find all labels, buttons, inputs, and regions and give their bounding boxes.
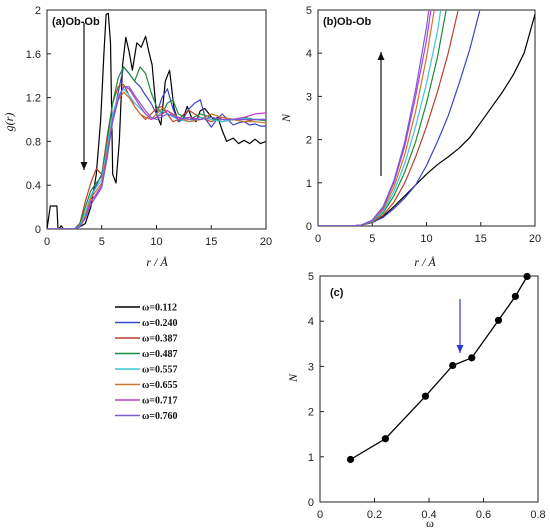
panel-a-arrow-head xyxy=(80,162,88,170)
panel-c-y-tick-label: 4 xyxy=(308,316,314,328)
legend-label: ω=0.240 xyxy=(142,318,178,329)
panel-b-x-axis-label: r / Å xyxy=(414,255,436,269)
panel-b-y-axis-label: N xyxy=(279,113,293,123)
legend-label: ω=0.655 xyxy=(142,380,178,391)
panel-b-x-tick-label: 0 xyxy=(315,233,321,245)
panel-a-series-line-omega-0.655 xyxy=(47,91,266,229)
legend-label: ω=0.717 xyxy=(142,396,178,407)
panel-c-data-point xyxy=(494,316,503,324)
legend: ω=0.112 ω=0.240 ω=0.387 ω=0.487 ω=0.557 ω=0.6… xyxy=(115,303,178,422)
panel-c-y-tick-label: 5 xyxy=(308,271,314,283)
panel-a-x-tick-label: 5 xyxy=(99,236,105,248)
panel-a-x-axis-label: r / Å xyxy=(146,255,168,269)
panel-c-data-point xyxy=(511,292,519,300)
panel-c-data-point xyxy=(381,435,389,443)
panel-c-y-tick-label: 0 xyxy=(308,497,314,509)
panel-c-data-point xyxy=(468,354,476,362)
panel-c-y-tick-label: 1 xyxy=(308,452,314,464)
panel-b-y-tick-label: 5 xyxy=(306,5,312,17)
panel-a-gr-plot: (a)Ob-Ob r / Å g(r) 0 5 10 15 20 0 0.4 0.8 1.2 1.… xyxy=(2,5,272,269)
panel-a-x-tick-label: 0 xyxy=(44,236,50,248)
panel-b-x-tick-label: 10 xyxy=(420,233,432,245)
panel-b-series-line-omega-0.487 xyxy=(318,10,447,226)
panel-b-arrow-head xyxy=(377,52,385,60)
panel-a-y-tick-label: 0 xyxy=(35,224,41,236)
panel-a-series-line-omega-0.557 xyxy=(47,88,266,229)
panel-b-series-group xyxy=(318,10,535,226)
panel-a-series-group xyxy=(47,12,266,229)
panel-b-y-tick-label: 1 xyxy=(306,178,312,190)
panel-b-n-plot: (b)Ob-Ob r / Å N 0 5 10 15 20 0 1 2 3 4 5 xyxy=(279,5,541,269)
legend-label: ω=0.387 xyxy=(142,334,178,345)
panel-c-data-point xyxy=(421,392,430,400)
panel-b-y-tick-label: 3 xyxy=(306,91,312,103)
panel-c-x-axis-label: ω xyxy=(426,516,434,530)
panel-c-arrow-head xyxy=(456,345,464,353)
panel-a-y-tick-label: 0.8 xyxy=(26,136,41,148)
panel-c-x-tick-label: 0 xyxy=(317,509,323,521)
panel-a-y-axis-label: g(r) xyxy=(2,113,16,132)
panel-c-data-point xyxy=(523,272,531,281)
panel-c-y-tick-label: 2 xyxy=(308,407,314,419)
legend-label: ω=0.112 xyxy=(142,303,177,314)
panel-b-series-line-omega-0.112 xyxy=(318,14,535,226)
panel-a-y-tick-label: 0.4 xyxy=(26,180,41,192)
panel-c-x-tick-label: 0.2 xyxy=(367,509,382,521)
panel-a-series-line-omega-0.240 xyxy=(47,66,266,229)
panel-b-series-line-omega-0.655 xyxy=(318,10,435,226)
panel-a-y-tick-label: 2 xyxy=(35,5,41,17)
panel-a-series-line-omega-0.487 xyxy=(47,66,266,229)
panel-c-x-tick-label: 0.4 xyxy=(421,509,436,521)
panel-b-y-tick-label: 0 xyxy=(306,221,312,233)
panel-b-x-tick-label: 5 xyxy=(369,233,375,245)
panel-c-y-tick-label: 3 xyxy=(308,361,314,373)
panel-c-x-tick-label: 0.6 xyxy=(476,509,491,521)
panel-b-title: (b)Ob-Ob xyxy=(323,16,372,28)
panel-b-y-tick-label: 2 xyxy=(306,135,312,147)
panel-c-data-point xyxy=(346,455,355,464)
panel-a-series-line-omega-0.112 xyxy=(47,12,266,229)
panel-a-y-tick-label: 1.2 xyxy=(26,93,41,105)
panel-c-x-tick-label: 0.8 xyxy=(530,509,545,521)
panel-b-x-tick-label: 15 xyxy=(475,233,487,245)
panel-a-x-tick-label: 20 xyxy=(260,236,272,248)
legend-label: ω=0.760 xyxy=(142,411,178,422)
panel-b-series-line-omega-0.760 xyxy=(318,10,430,226)
panel-c-n-vs-omega-plot: (c) ω N 0 0.2 0.4 0.6 0.8 0 1 2 3 4 5 xyxy=(286,271,546,530)
panel-a-y-tick-label: 1.6 xyxy=(26,49,41,61)
panel-c-series-line-n-vs-omega xyxy=(350,276,528,461)
panel-b-y-tick-label: 4 xyxy=(306,48,312,60)
legend-label: ω=0.487 xyxy=(142,349,178,360)
panel-a-title: (a)Ob-Ob xyxy=(52,16,100,28)
panel-c-data-point xyxy=(449,361,457,370)
panel-c-y-axis-label: N xyxy=(286,373,300,383)
panel-b-x-tick-label: 20 xyxy=(529,233,541,245)
panel-a-series-line-omega-0.760 xyxy=(47,86,266,229)
panel-a-x-tick-label: 10 xyxy=(150,236,162,248)
panel-c-title: (c) xyxy=(330,287,344,299)
legend-label: ω=0.557 xyxy=(142,365,178,376)
panel-a-x-tick-label: 15 xyxy=(205,236,217,248)
panel-c-series-group xyxy=(350,276,528,461)
